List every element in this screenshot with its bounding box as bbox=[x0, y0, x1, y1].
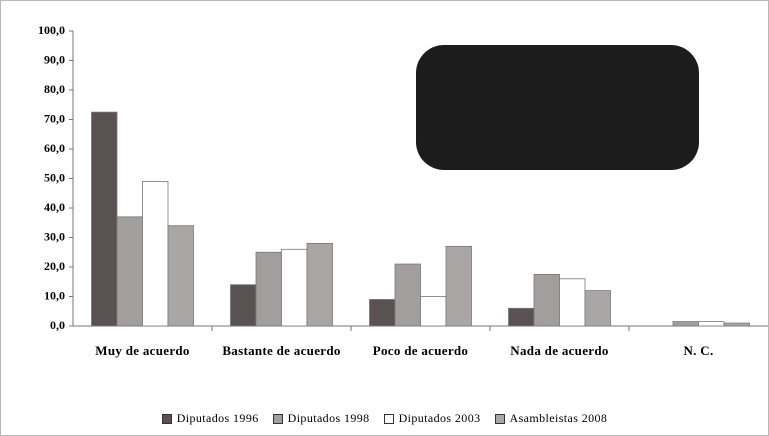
legend-swatch bbox=[495, 414, 505, 424]
bar bbox=[143, 181, 169, 326]
legend-label: Diputados 1996 bbox=[177, 411, 259, 426]
bar bbox=[370, 299, 396, 326]
bar bbox=[231, 285, 257, 326]
y-tick-label: 10,0 bbox=[44, 288, 65, 302]
y-tick-label: 100,0 bbox=[38, 23, 65, 37]
legend-item: Diputados 1998 bbox=[273, 411, 370, 426]
annotation-box bbox=[416, 45, 699, 170]
y-tick-label: 90,0 bbox=[44, 52, 65, 66]
legend-swatch bbox=[384, 414, 394, 424]
bar bbox=[282, 249, 308, 326]
bar bbox=[92, 112, 118, 326]
x-tick-label: Muy de acuerdo bbox=[83, 341, 203, 361]
bar bbox=[724, 323, 750, 326]
legend: Diputados 1996 Diputados 1998 Diputados 20… bbox=[1, 411, 768, 426]
legend-item: Asambleistas 2008 bbox=[495, 411, 608, 426]
legend-label: Asambleistas 2008 bbox=[510, 411, 608, 426]
x-tick-label: Bastante de acuerdo bbox=[222, 341, 342, 361]
legend-swatch bbox=[273, 414, 283, 424]
bar bbox=[256, 252, 282, 326]
y-tick-label: 20,0 bbox=[44, 259, 65, 273]
bar bbox=[673, 322, 699, 326]
bar bbox=[117, 217, 143, 326]
bar bbox=[560, 279, 586, 326]
legend-swatch bbox=[162, 414, 172, 424]
bar bbox=[534, 274, 560, 326]
y-tick-label: 60,0 bbox=[44, 141, 65, 155]
bar bbox=[699, 322, 725, 326]
legend-item: Diputados 1996 bbox=[162, 411, 259, 426]
legend-label: Diputados 2003 bbox=[399, 411, 481, 426]
bar bbox=[421, 297, 447, 327]
legend-item: Diputados 2003 bbox=[384, 411, 481, 426]
bar bbox=[446, 246, 472, 326]
y-tick-label: 50,0 bbox=[44, 170, 65, 184]
bar bbox=[395, 264, 421, 326]
x-tick-label: N. C. bbox=[639, 341, 759, 361]
y-tick-label: 80,0 bbox=[44, 82, 65, 96]
y-tick-label: 0,0 bbox=[50, 318, 65, 332]
bar bbox=[509, 308, 535, 326]
chart: 0,0 10,0 20,0 30,0 40,0 50,0 60,0 70,0 80,0 90,0 1… bbox=[0, 0, 769, 436]
legend-label: Diputados 1998 bbox=[288, 411, 370, 426]
x-tick-label: Nada de acuerdo bbox=[500, 341, 620, 361]
bar bbox=[307, 243, 333, 326]
bar bbox=[585, 291, 611, 326]
bar bbox=[168, 226, 194, 326]
y-tick-label: 30,0 bbox=[44, 229, 65, 243]
x-tick-label: Poco de acuerdo bbox=[361, 341, 481, 361]
y-tick-label: 70,0 bbox=[44, 111, 65, 125]
plot: 0,0 10,0 20,0 30,0 40,0 50,0 60,0 70,0 80,0 90,0 1… bbox=[1, 1, 768, 435]
y-tick-label: 40,0 bbox=[44, 200, 65, 214]
